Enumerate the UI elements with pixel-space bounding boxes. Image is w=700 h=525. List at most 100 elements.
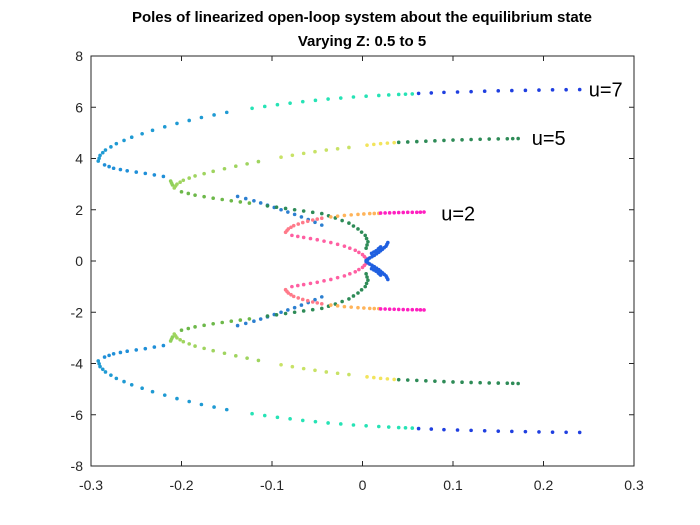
pole-point [385,141,390,145]
pole-point-conjugate [505,381,510,386]
pole-point-conjugate [347,297,351,301]
pole-point [510,88,514,93]
pole-point [342,213,347,218]
pole-point-conjugate [418,308,423,312]
pole-point [442,90,446,95]
pole-point [405,210,410,215]
pole-point [202,194,206,199]
pole-point [372,142,376,147]
pole-point-conjugate [283,311,288,316]
pole-point-conjugate [187,399,191,404]
pole-point [319,216,324,221]
pole-point [275,102,280,107]
pole-point [193,174,197,178]
pole-point [335,242,340,247]
pole-point-conjugate [238,318,243,322]
pole-point [274,205,279,209]
pole-point-conjugate [289,292,293,297]
pole-point-conjugate [308,281,313,286]
pole-point [224,110,229,115]
pole-point [290,233,294,238]
pole-point-conjugate [401,307,406,312]
pole-point [338,96,343,100]
pole-point [496,137,501,141]
pole-point [433,139,437,143]
pole-point [415,139,419,144]
pole-point-conjugate [98,364,102,369]
pole-point-conjugate [356,305,360,310]
pole-point-conjugate [496,381,501,385]
pole-point [310,210,315,215]
pole-point [199,115,204,120]
pole-point [186,191,191,196]
pole-point [175,182,179,186]
pole-point [245,162,249,166]
pole-point-conjugate [364,281,369,286]
pole-point [114,141,119,146]
pole-point-conjugate [326,421,330,425]
pole-point-conjugate [353,269,358,274]
pole-point-conjugate [100,367,105,372]
pole-point [418,210,423,214]
y-tick-label: -2 [71,304,84,320]
pole-point-conjugate [510,429,514,434]
pole-point-conjugate [442,379,446,384]
pole-point-conjugate [365,275,369,279]
x-tick-label: 0.1 [443,477,463,493]
pole-point-conjugate [537,430,541,434]
pole-point-conjugate [385,377,390,381]
pole-point [351,224,356,228]
pole-point [310,218,315,222]
pole-point-conjugate [424,378,428,383]
pole-point [405,140,410,144]
pole-point [256,159,261,164]
pole-point [424,139,428,144]
pole-point [140,131,144,136]
pole-point [356,212,360,217]
x-tick-label: 0.2 [534,477,554,493]
pole-point-conjugate [152,345,157,349]
pole-point [98,153,102,158]
pole-point [301,151,306,156]
pole-point-conjugate [469,428,473,433]
pole-point-conjugate [357,267,361,272]
pole-point-conjugate [340,299,344,304]
pole-point-conjugate [351,423,356,427]
pole-point-conjugate [523,429,528,434]
pole-point-conjugate [279,362,283,367]
pole-point-conjugate [455,428,460,432]
pole-point-conjugate [386,425,391,429]
pole-point-conjugate [392,377,396,382]
pole-point [295,234,300,239]
pole-point-conjugate [442,427,446,432]
pole-point-conjugate [396,307,401,312]
pole-point [349,213,353,217]
pole-point [364,94,368,99]
pole-point-conjugate [122,379,126,384]
pole-point-conjugate [372,306,377,311]
pole-point-conjugate [564,430,568,435]
pole-point [299,215,304,219]
pole-point [335,214,340,218]
pole-point-conjugate [275,415,280,420]
pole-point [410,210,415,215]
pole-point [179,190,184,194]
pole-point-conjugate [322,279,326,283]
pole-point-conjugate [315,280,320,285]
pole-point [577,87,582,92]
pole-point-conjugate [274,313,279,317]
pole-point-conjugate [235,323,240,328]
pole-point [505,136,510,141]
pole-point-conjugate [359,288,364,292]
plot-area [90,55,635,467]
pole-point-conjugate [487,381,492,385]
pole-point-conjugate [310,300,315,304]
pole-point [396,92,401,97]
pole-point-conjugate [175,396,179,401]
pole-point-conjugate [247,317,252,321]
pole-point [356,227,360,231]
curve-annotation: u=5 [532,128,566,150]
pole-point [455,90,460,94]
pole-point [359,230,364,234]
pole-point [496,89,501,93]
